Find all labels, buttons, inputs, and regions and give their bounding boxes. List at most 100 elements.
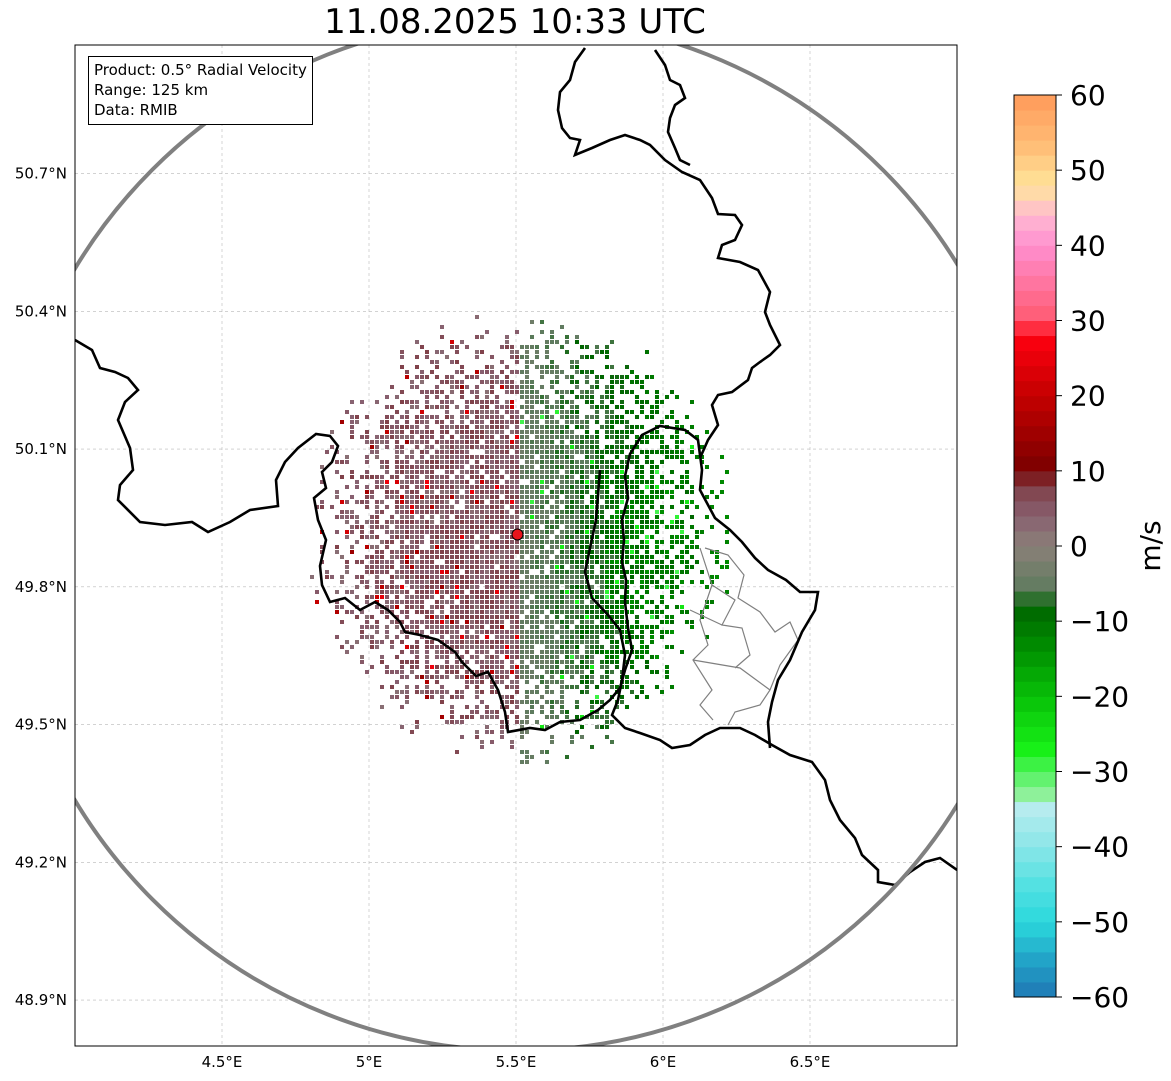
colorbar-segment [1014, 921, 1056, 938]
country-border [75, 338, 820, 749]
lat-tick-label: 48.9°N [15, 991, 67, 1009]
country-border-north [556, 47, 782, 459]
lat-tick-label: 49.8°N [15, 578, 67, 596]
colorbar-segment [1014, 756, 1056, 772]
colorbar-segment [1014, 831, 1056, 848]
colorbar-tick-label: −60 [1070, 981, 1129, 1014]
colorbar-segment [1014, 245, 1056, 261]
lon-tick-label: 5°E [356, 1053, 383, 1071]
lat-tick-label: 50.4°N [15, 302, 67, 320]
borders [75, 47, 957, 887]
colorbar-segment [1014, 591, 1056, 607]
colorbar-segment [1014, 125, 1056, 141]
colorbar-segment [1014, 335, 1056, 352]
colorbar-segment [1014, 936, 1056, 953]
colorbar-segment [1014, 110, 1056, 126]
lon-tick-label: 5.5°E [496, 1053, 537, 1071]
colorbar-segment [1014, 966, 1056, 983]
colorbar-segment [1014, 801, 1056, 818]
colorbar-gradient [1014, 95, 1056, 998]
colorbar-segment [1014, 500, 1056, 517]
colorbar-tick-label: 0 [1070, 530, 1088, 563]
lat-tick-label: 49.5°N [15, 716, 67, 734]
colorbar-segment [1014, 561, 1056, 577]
colorbar-tick-label: 10 [1070, 455, 1106, 488]
colorbar-segment [1014, 951, 1056, 968]
colorbar-segment [1014, 981, 1056, 998]
colorbar-segment [1014, 546, 1056, 562]
colorbar-segment [1014, 380, 1056, 397]
colorbar-tick-label: 30 [1070, 305, 1106, 338]
colorbar-segment [1014, 170, 1056, 186]
colorbar-segment [1014, 350, 1056, 367]
product-label: Product: 0.5° Radial Velocity [94, 61, 307, 79]
colorbar-tick-label: −20 [1070, 680, 1129, 713]
colorbar-tick-label: −50 [1070, 906, 1129, 939]
colorbar-unit-label: m/s [1134, 520, 1167, 571]
colorbar-segment [1014, 786, 1056, 803]
colorbar-tick-label: 40 [1070, 229, 1106, 262]
colorbar-segment [1014, 576, 1056, 592]
lon-tick-label: 6°E [650, 1053, 677, 1071]
colorbar-segment [1014, 876, 1056, 893]
colorbar-segment [1014, 485, 1056, 502]
colorbar-tick-label: −10 [1070, 605, 1129, 638]
colorbar-segment [1014, 410, 1056, 427]
colorbar-segment [1014, 275, 1056, 291]
colorbar-segment [1014, 636, 1056, 652]
colorbar-segment [1014, 846, 1056, 863]
colorbar-segment [1014, 440, 1056, 457]
colorbar-segment [1014, 816, 1056, 833]
colorbar-segment [1014, 395, 1056, 412]
colorbar-segment [1014, 230, 1056, 246]
colorbar-tick-label: −30 [1070, 756, 1129, 789]
lon-tick-label: 4.5°E [202, 1053, 243, 1071]
range-label: Range: 125 km [94, 81, 209, 99]
colorbar-segment [1014, 861, 1056, 878]
colorbar-tick-label: 20 [1070, 380, 1106, 413]
lat-tick-label: 49.2°N [15, 853, 67, 871]
colorbar-segment [1014, 425, 1056, 442]
map-title: 11.08.2025 10:33 UTC [324, 2, 706, 42]
colorbar-segment [1014, 320, 1056, 337]
lat-tick-label: 50.1°N [15, 440, 67, 458]
colorbar-segment [1014, 260, 1056, 276]
colorbar-segment [1014, 651, 1056, 667]
colorbar-segment [1014, 696, 1056, 712]
colorbar-tick-label: 50 [1070, 154, 1106, 187]
colorbar-segment [1014, 891, 1056, 908]
colorbar-segment [1014, 455, 1056, 472]
data-source-label: Data: RMIB [94, 101, 178, 119]
colorbar-segment [1014, 741, 1056, 757]
colorbar-segment [1014, 185, 1056, 201]
country-border-lux [583, 469, 957, 887]
colorbar-segment [1014, 771, 1056, 788]
lat-tick-label: 50.7°N [15, 165, 67, 183]
colorbar-segment [1014, 515, 1056, 532]
colorbar-segment [1014, 711, 1056, 727]
colorbar-segment [1014, 621, 1056, 637]
colorbar-segment [1014, 95, 1056, 111]
lux-canton-borders [689, 547, 799, 726]
radar-map[interactable]: 4.5°E 5°E 5.5°E 6°E 6.5°E 50.7°N 50.4°N 50.1°N… [0, 0, 1000, 1081]
map-frame [74, 44, 958, 1047]
colorbar-segment [1014, 606, 1056, 622]
colorbar-segment [1014, 365, 1056, 382]
lon-tick-label: 6.5°E [790, 1053, 831, 1071]
colorbar-segment [1014, 906, 1056, 923]
colorbar-segment [1014, 305, 1056, 321]
colorbar-segment [1014, 290, 1056, 306]
colorbar-segment [1014, 726, 1056, 742]
radar-site-marker[interactable] [511, 528, 524, 541]
longitude-labels: 4.5°E 5°E 5.5°E 6°E 6.5°E [202, 1053, 831, 1071]
latitude-labels: 50.7°N 50.4°N 50.1°N 49.8°N 49.5°N 49.2°N 48.9… [15, 165, 67, 1010]
colorbar-segment [1014, 470, 1056, 487]
colorbar-segment [1014, 530, 1056, 547]
colorbar-segment [1014, 155, 1056, 171]
colorbar-tick-label: −40 [1070, 831, 1129, 864]
colorbar-tick-label: 60 [1070, 79, 1106, 112]
colorbar-segment [1014, 200, 1056, 216]
product-info-box: Product: 0.5° Radial Velocity Range: 125… [88, 56, 313, 125]
colorbar-segment [1014, 666, 1056, 682]
